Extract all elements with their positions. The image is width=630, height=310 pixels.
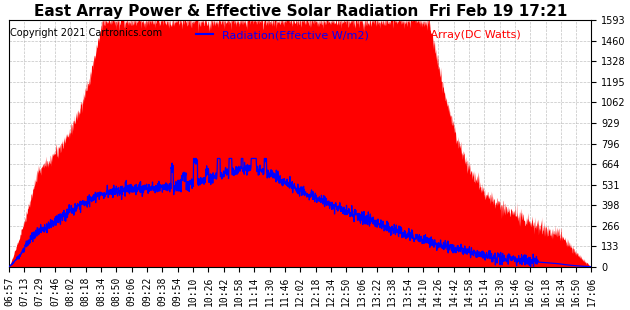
Text: Copyright 2021 Cartronics.com: Copyright 2021 Cartronics.com — [9, 28, 162, 38]
Title: East Array Power & Effective Solar Radiation  Fri Feb 19 17:21: East Array Power & Effective Solar Radia… — [33, 4, 567, 19]
Legend: Radiation(Effective W/m2), East Array(DC Watts): Radiation(Effective W/m2), East Array(DC… — [192, 26, 525, 45]
